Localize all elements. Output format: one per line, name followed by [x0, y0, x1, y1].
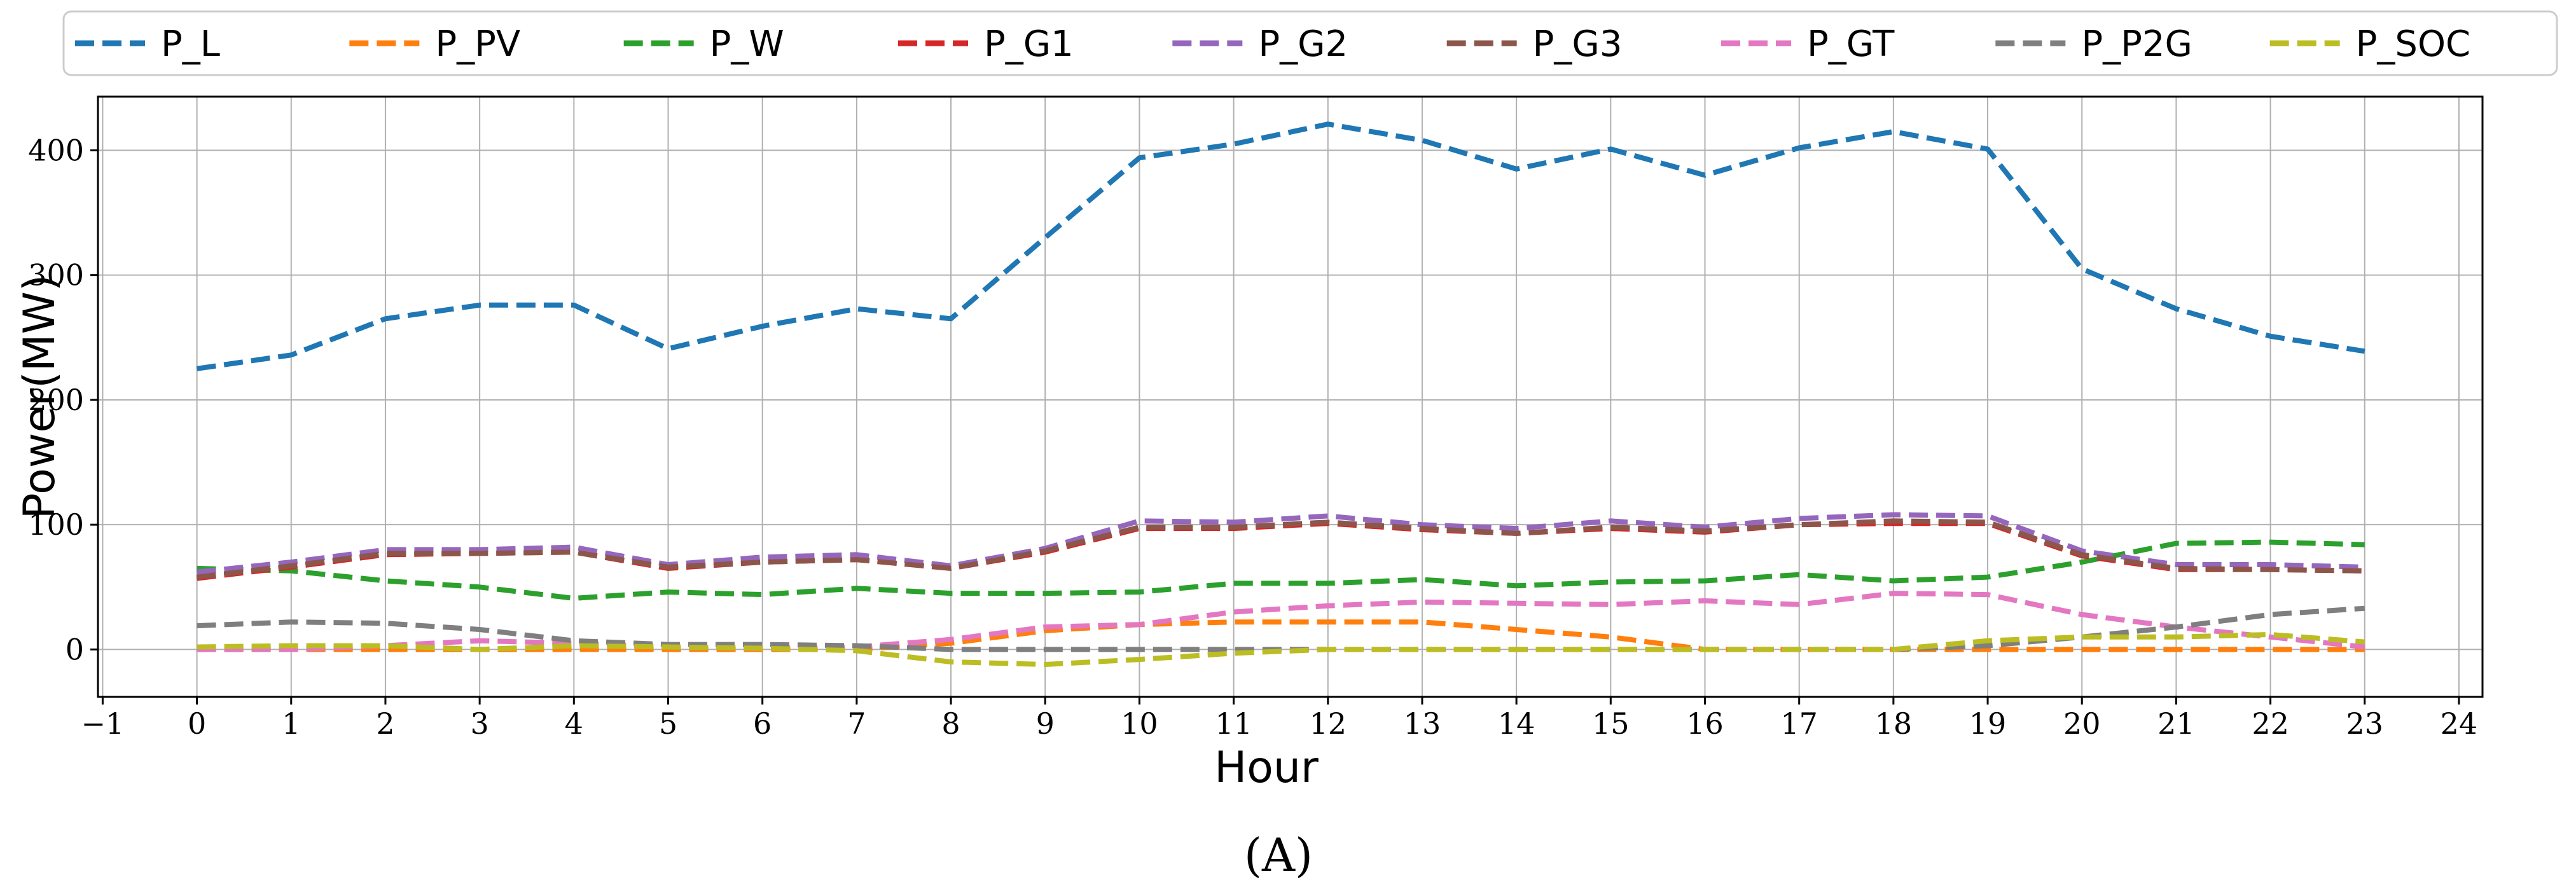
x-tick-label: 12 [1309, 706, 1347, 741]
x-tick-label: 24 [2441, 706, 2478, 741]
series-line-p-g3 [197, 518, 2365, 580]
x-tick-label: 6 [753, 706, 772, 741]
series-line-p-pv [197, 619, 2365, 652]
legend-label-p-pv: P_PV [435, 24, 520, 65]
x-tick-label: 1 [282, 706, 300, 741]
x-tick-label: 9 [1036, 706, 1055, 741]
legend-label-p-g2: P_G2 [1258, 24, 1348, 65]
x-tick-label: 22 [2252, 706, 2289, 741]
y-tick-label: 100 [28, 507, 84, 542]
legend-label-p-w: P_W [710, 24, 784, 65]
x-tick-label: 18 [1875, 706, 1913, 741]
legend-label-p-p2g: P_P2G [2081, 24, 2192, 65]
x-tick-label: 14 [1498, 706, 1535, 741]
series-line-p-l [197, 121, 2365, 371]
series-line-p-w [197, 539, 2365, 601]
x-tick-label: 0 [188, 706, 206, 741]
y-tick-label: 200 [28, 383, 84, 417]
x-tick-label: 3 [470, 706, 488, 741]
y-tick-label: 400 [28, 133, 84, 167]
series-line-p-g2 [197, 512, 2365, 575]
x-tick-label: 13 [1404, 706, 1441, 741]
legend-label-p-soc: P_SOC [2356, 24, 2471, 65]
x-tick-label: 23 [2346, 706, 2383, 741]
legend-label-p-g3: P_G3 [1533, 24, 1623, 65]
x-tick-label: 4 [565, 706, 583, 741]
series-line-p-gt [197, 591, 2365, 652]
x-tick-label: 2 [376, 706, 394, 741]
x-tick-label: 8 [941, 706, 960, 741]
x-tick-label: 11 [1215, 706, 1252, 741]
y-axis-ticks: 0 100 200 300 400 [28, 133, 98, 666]
x-tick-label: −1 [81, 706, 125, 741]
x-tick-label: 5 [659, 706, 677, 741]
x-tick-label: 20 [2063, 706, 2101, 741]
legend-label-p-gt: P_GT [1807, 24, 1895, 65]
grid [98, 97, 2483, 697]
series-line-p-p2g [197, 605, 2365, 652]
legend-box [62, 10, 2558, 76]
figure-caption: (A) [1244, 829, 1313, 882]
y-axis-title: Power(MW) [15, 275, 65, 519]
x-tick-label: 15 [1592, 706, 1630, 741]
legend: P_L P_PV P_W P_G1 P_G2 P_G3 P_GT P_P2G P_SOC [62, 10, 2558, 76]
legend-label-p-g1: P_G1 [984, 24, 1074, 65]
x-tick-label: 10 [1121, 706, 1158, 741]
y-tick-label: 300 [28, 258, 84, 292]
series-line-p-soc [197, 631, 2365, 667]
x-tick-label: 17 [1780, 706, 1818, 741]
y-tick-label: 0 [66, 632, 84, 666]
legend-label-p-l: P_L [161, 24, 220, 65]
x-axis-ticks: −1 0 1 2 3 4 5 6 7 8 9 10 11 12 13 14 15 16 17 18 19 20 21 22 23… [81, 697, 2478, 741]
x-axis-title: Hour [1214, 743, 1319, 793]
plot-frame [97, 95, 2484, 698]
x-tick-label: 19 [1969, 706, 2007, 741]
x-tick-label: 16 [1686, 706, 1724, 741]
x-tick-label: 7 [847, 706, 866, 741]
series-lines [197, 121, 2365, 667]
x-tick-label: 21 [2157, 706, 2195, 741]
